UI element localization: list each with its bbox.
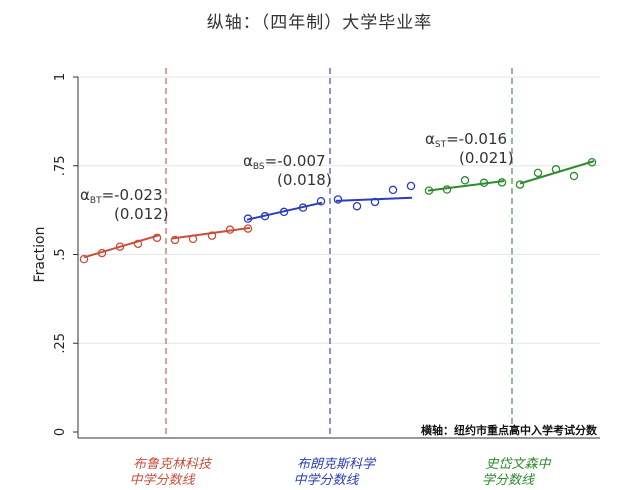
data-point	[243, 214, 253, 223]
estimate-value: =-0.023	[102, 186, 163, 204]
alpha-symbol: α	[80, 186, 90, 204]
data-point	[207, 231, 217, 240]
standard-error: (0.012)	[114, 205, 169, 223]
data-point	[587, 157, 597, 167]
alpha-symbol: α	[425, 130, 435, 148]
y-axis-label: Fraction	[32, 227, 48, 283]
fit-line	[171, 226, 251, 240]
data-point	[225, 225, 235, 234]
y-tick-label: .25	[53, 333, 68, 354]
data-point	[115, 242, 125, 251]
school-label-line2: 中学分数线	[129, 472, 195, 488]
y-tick-label: 0	[53, 428, 68, 436]
data-point	[388, 185, 398, 195]
data-point	[152, 233, 162, 243]
data-point	[279, 207, 289, 217]
data-point	[515, 180, 525, 189]
data-point	[370, 197, 380, 207]
data-point	[243, 224, 253, 233]
school-label-line1: 史岱文森中	[485, 456, 551, 472]
data-point	[97, 248, 107, 258]
fit-line	[83, 234, 161, 259]
x-axis-note: 横轴：纽约市重点高中入学考试分数	[421, 423, 598, 437]
data-point	[316, 196, 326, 206]
fit-line	[335, 196, 413, 202]
data-point	[170, 235, 180, 245]
fit-line	[427, 180, 505, 192]
data-point	[260, 211, 270, 221]
grid-lines	[78, 76, 600, 344]
school-label-line1: 布朗克斯科学	[297, 456, 377, 472]
data-point	[298, 203, 308, 212]
school-label-line2: 中学分数线	[293, 472, 359, 488]
data-point	[551, 165, 561, 174]
y-tick-label: .5	[53, 248, 68, 260]
data-point	[533, 168, 543, 178]
data-point	[460, 176, 470, 185]
data-point	[406, 181, 416, 191]
coef-estimate: αST=-0.016	[425, 130, 507, 150]
data-point	[497, 178, 507, 187]
axes: 0 .25 .5 .75 1 Fraction 横轴：纽约市重点高中入学考试分数	[32, 73, 600, 439]
data-point	[333, 195, 343, 204]
data-point	[79, 254, 89, 264]
data-points	[79, 157, 597, 264]
estimate-value: =-0.016	[446, 130, 507, 148]
annotations: αBT=-0.023(0.012)αBS=-0.007(0.018)αST=-0…	[80, 130, 514, 223]
alpha-subscript: BS	[253, 162, 265, 172]
cutoff-lines	[165, 68, 513, 438]
standard-error: (0.021)	[459, 149, 514, 167]
school-label-line1: 布鲁克林科技	[133, 457, 213, 472]
coef-estimate: αBT=-0.023	[80, 186, 163, 206]
data-point	[188, 234, 198, 244]
data-point	[479, 178, 489, 188]
y-tick-label: .75	[53, 155, 68, 176]
fit-line	[246, 201, 323, 221]
coef-estimate: αBS=-0.007	[243, 152, 326, 172]
data-point	[133, 239, 143, 249]
alpha-subscript: ST	[435, 140, 447, 150]
y-tick-label: 1	[53, 73, 68, 81]
standard-error: (0.018)	[277, 171, 332, 189]
estimate-value: =-0.007	[265, 152, 326, 170]
data-point	[569, 171, 579, 181]
alpha-subscript: BT	[90, 196, 102, 206]
alpha-symbol: α	[243, 152, 253, 170]
data-point	[352, 201, 362, 211]
page-title: 纵轴：（四年制）大学毕业率	[206, 13, 433, 33]
data-point	[424, 186, 434, 195]
school-label-line2: 学分数线	[482, 472, 535, 488]
data-point	[442, 185, 452, 194]
